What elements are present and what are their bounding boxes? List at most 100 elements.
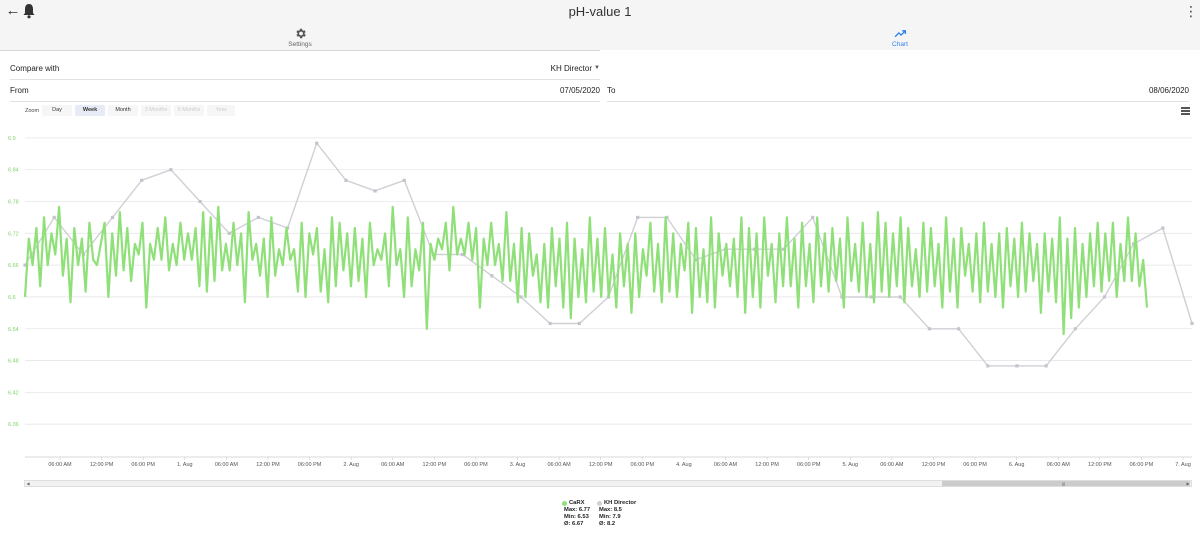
compare-with-label: Compare with bbox=[10, 64, 60, 73]
y-tick-label: 6.84 bbox=[8, 168, 19, 174]
legend-kh-dot bbox=[597, 501, 602, 506]
x-tick-label: 12:00 PM bbox=[755, 462, 779, 468]
legend-carx-avg: Ø: 6.67 bbox=[564, 521, 584, 527]
x-tick-label: 06:00 PM bbox=[131, 462, 155, 468]
kh-director-point bbox=[1073, 327, 1077, 331]
legend-carx-dot bbox=[562, 501, 567, 506]
bell-icon[interactable] bbox=[22, 3, 36, 19]
scroll-right-icon[interactable]: ▶ bbox=[1186, 481, 1190, 486]
kh-director-point bbox=[256, 215, 260, 220]
tab-chart-label: Chart bbox=[892, 41, 908, 48]
kh-director-point bbox=[548, 321, 552, 326]
legend-kh-min: Min: 7.9 bbox=[599, 514, 621, 520]
scroll-left-icon[interactable]: ◀ bbox=[26, 481, 30, 486]
gear-icon bbox=[295, 28, 306, 39]
y-tick-label: 6.9 bbox=[8, 136, 16, 142]
kh-director-point bbox=[373, 189, 377, 193]
page-title: pH-value 1 bbox=[568, 4, 632, 19]
arrow-left-icon[interactable]: ← bbox=[5, 2, 21, 19]
grip-icon: ||| bbox=[1062, 481, 1066, 486]
from-label: From bbox=[10, 86, 29, 95]
tab-settings-label: Settings bbox=[288, 41, 312, 48]
to-label: To bbox=[607, 86, 616, 95]
legend-item-kh-director[interactable]: KH Director Max: 8.5 Min: 7.9 Ø: 8.2 bbox=[597, 500, 636, 528]
x-tick-label: 06:00 AM bbox=[215, 462, 239, 468]
x-tick-label: 12:00 PM bbox=[922, 462, 946, 468]
kh-director-point bbox=[781, 247, 786, 251]
legend-kh-avg: Ø: 8.2 bbox=[599, 521, 616, 527]
kh-director-point bbox=[694, 258, 698, 262]
x-tick-label: 12:00 PM bbox=[1088, 462, 1112, 468]
legend-kh-name[interactable]: KH Director bbox=[597, 500, 636, 507]
kh-director-point bbox=[1190, 321, 1194, 326]
tab-settings[interactable]: Settings bbox=[0, 24, 600, 51]
to-date-field[interactable]: To 08/06/2020 bbox=[607, 80, 1189, 102]
kh-director-point bbox=[752, 247, 756, 251]
carx-series-line bbox=[23, 205, 1149, 336]
kh-director-point bbox=[490, 274, 494, 278]
x-tick-label: 06:00 PM bbox=[963, 462, 987, 468]
x-tick-label: 06:00 AM bbox=[547, 462, 571, 468]
kh-director-point bbox=[927, 327, 932, 331]
from-date-value[interactable]: 07/05/2020 bbox=[559, 86, 600, 95]
chart-scrollbar[interactable]: ◀ ||| ▶ bbox=[24, 480, 1192, 487]
kh-director-point bbox=[577, 321, 581, 326]
tab-chart[interactable]: Chart bbox=[600, 24, 1200, 52]
x-tick-label: 06:00 AM bbox=[1047, 462, 1071, 468]
kh-director-point bbox=[519, 295, 523, 299]
y-tick-label: 6.78 bbox=[8, 200, 19, 206]
x-tick-label: 06:00 PM bbox=[464, 462, 488, 468]
kh-director-point bbox=[461, 252, 465, 257]
x-tick-label: 06:00 AM bbox=[880, 462, 904, 468]
more-vertical-icon[interactable]: ⋮ bbox=[1184, 3, 1198, 19]
y-tick-label: 6.42 bbox=[8, 390, 19, 396]
scrollbar-thumb[interactable]: ||| bbox=[942, 481, 1190, 486]
kh-director-point bbox=[840, 295, 844, 299]
kh-director-point bbox=[52, 215, 56, 220]
kh-director-point bbox=[140, 178, 144, 182]
x-tick-label: 06:00 PM bbox=[1130, 462, 1154, 468]
kh-director-point bbox=[315, 141, 319, 145]
kh-director-point bbox=[1015, 364, 1019, 368]
y-tick-label: 6.66 bbox=[8, 263, 19, 269]
x-tick-label: 06:00 PM bbox=[298, 462, 322, 468]
x-tick-label: 12:00 PM bbox=[256, 462, 280, 468]
y-tick-label: 6.72 bbox=[8, 231, 19, 237]
legend-item-carx[interactable]: CaRX Max: 6.77 Min: 6.53 Ø: 6.67 bbox=[562, 500, 590, 528]
kh-director-point bbox=[1161, 226, 1165, 230]
x-tick-label: 12:00 PM bbox=[423, 462, 447, 468]
compare-with-select[interactable]: Compare with KH Director ▼ bbox=[10, 58, 600, 80]
kh-director-point bbox=[169, 168, 173, 172]
x-tick-label: 12:00 PM bbox=[90, 462, 114, 468]
x-tick-label: 06:00 AM bbox=[381, 462, 405, 468]
legend-carx-label: CaRX bbox=[569, 500, 585, 506]
legend-carx-min: Min: 6.53 bbox=[564, 514, 589, 520]
zoom-6-months-button[interactable]: 6 Months bbox=[174, 105, 204, 116]
from-date-field[interactable]: From 07/05/2020 bbox=[10, 80, 600, 102]
zoom-month-button[interactable]: Month bbox=[108, 105, 138, 116]
x-tick-label: 6. Aug bbox=[1009, 462, 1025, 468]
kh-director-point bbox=[23, 263, 27, 267]
zoom-week-button[interactable]: Week bbox=[75, 105, 105, 116]
kh-director-point bbox=[636, 215, 640, 220]
kh-director-point bbox=[227, 231, 231, 235]
zoom-day-button[interactable]: Day bbox=[42, 105, 72, 116]
zoom-3-months-button[interactable]: 3 Months bbox=[141, 105, 171, 116]
kh-director-point bbox=[957, 327, 961, 331]
zoom-year-button[interactable]: Year bbox=[207, 105, 235, 116]
caret-down-icon[interactable]: ▼ bbox=[594, 65, 600, 71]
legend-carx-name[interactable]: CaRX bbox=[562, 500, 590, 507]
x-tick-label: 3. Aug bbox=[510, 462, 526, 468]
compare-with-value[interactable]: KH Director bbox=[550, 64, 592, 73]
x-tick-label: 2. Aug bbox=[343, 462, 359, 468]
ph-line-chart: 6.9 6.84 6.78 6.72 6.66 6.6 6.54 6.48 6.42 6.36 06… bbox=[8, 136, 1194, 468]
zoom-label: Zoom bbox=[25, 108, 40, 114]
x-tick-label: 06:00 PM bbox=[797, 462, 821, 468]
chart-menu-icon[interactable] bbox=[1181, 107, 1190, 115]
x-tick-label: 06:00 PM bbox=[631, 462, 655, 468]
kh-director-point bbox=[402, 178, 406, 182]
x-tick-label: 06:00 AM bbox=[48, 462, 72, 468]
legend-carx-max: Max: 6.77 bbox=[564, 507, 591, 513]
to-date-value[interactable]: 08/06/2020 bbox=[1148, 86, 1189, 95]
x-tick-label: 1. Aug bbox=[177, 462, 193, 468]
